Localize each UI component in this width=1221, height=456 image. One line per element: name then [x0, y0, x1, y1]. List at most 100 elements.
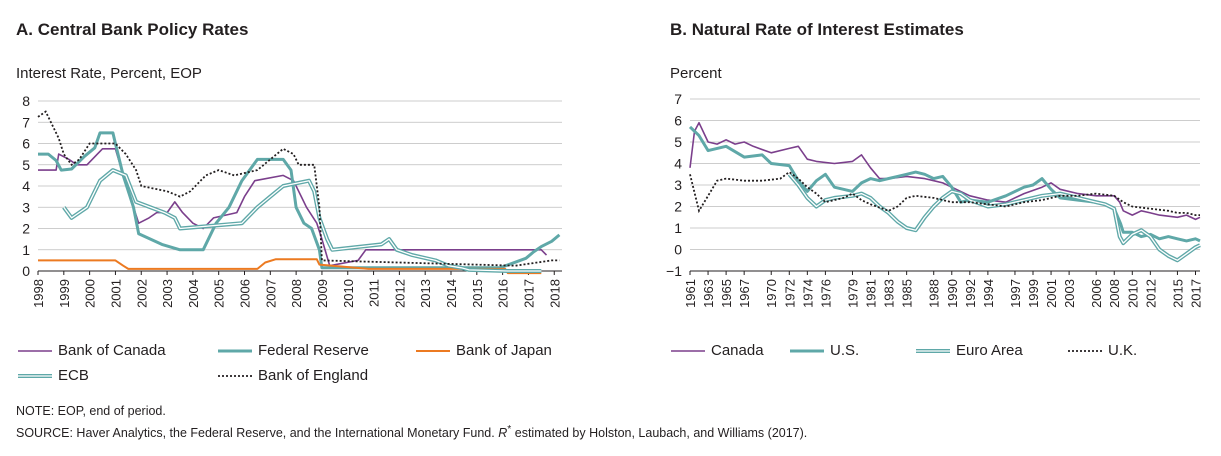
panel-b-x-tick-label: 1963 — [701, 279, 716, 308]
panel-b-x-tick-label: 1990 — [945, 279, 960, 308]
legend-label-ecb: ECB — [58, 367, 89, 384]
panel-a-unit-label: Interest Rate, Percent, EOP — [16, 65, 202, 82]
panel-b-x-tick-label: 1981 — [864, 279, 879, 308]
panel-b-x-tick-label: 1992 — [963, 279, 978, 308]
panel-a-x-tick-label: 2014 — [444, 279, 459, 308]
legend-item-uk: U.K. — [1068, 342, 1137, 359]
panel-b-x-tick-label: 1972 — [782, 279, 797, 308]
panel-a-x-tick-label: 2017 — [521, 279, 536, 308]
legend-swatch-federal-reserve — [218, 349, 252, 352]
panel-a-x-tick-label: 2006 — [238, 279, 253, 308]
legend-label-us: U.S. — [830, 342, 860, 359]
panel-a-series-bank-of-japan — [38, 258, 542, 275]
legend-item-canada: Canada — [671, 342, 764, 359]
panel-a-x-tick-label: 2012 — [392, 279, 407, 308]
panel-b-y-tick-label: 4 — [674, 156, 682, 172]
panel-a-x-tick-label: 2016 — [496, 279, 511, 308]
panel-a-series-ecb-inner — [63, 169, 542, 272]
panel-a-x-tick-label: 2015 — [470, 279, 485, 308]
legend-item-bank-of-england: Bank of England — [218, 367, 368, 384]
panel-a-y-tick-label: 0 — [22, 263, 30, 279]
panel-a-y-tick-label: 5 — [22, 157, 30, 173]
panel-a-x-tick-label: 2003 — [160, 279, 175, 308]
legend-swatch-uk — [1068, 349, 1102, 352]
legend-label-bank-of-canada: Bank of Canada — [58, 342, 166, 359]
legend-item-euro-area: Euro Area — [916, 342, 1023, 359]
legend-item-federal-reserve: Federal Reserve — [218, 342, 369, 359]
panel-b-x-tick-label: 1965 — [719, 279, 734, 308]
panel-b-y-tick-label: −1 — [666, 263, 682, 279]
panel-a-x-tick-label: 2008 — [289, 279, 304, 308]
legend-swatch-us — [790, 349, 824, 352]
panel-b-series-u-k — [689, 170, 1200, 217]
panel-a-x-tick-label: 2001 — [108, 279, 123, 308]
panel-b-series-euro-area-inner — [788, 173, 1201, 261]
panel-a-x-tick-label: 2005 — [212, 279, 227, 308]
panel-b-x-tick-label: 2012 — [1143, 279, 1158, 308]
panel-b-unit-label: Percent — [670, 65, 722, 82]
panel-b-x-tick-label: 1985 — [900, 279, 915, 308]
panel-b-x-tick-label: 1974 — [800, 279, 815, 308]
panel-a-x-tick-label: 2010 — [341, 279, 356, 308]
panel-b-x-tick-label: 2006 — [1089, 279, 1104, 308]
panel-b-y-tick-label: 1 — [674, 220, 682, 236]
legend-item-ecb: ECB — [18, 367, 89, 384]
panel-a-title: A. Central Bank Policy Rates — [16, 20, 249, 39]
panel-a-x-tick-label: 2009 — [315, 279, 330, 308]
panel-b-x-tick-label: 2017 — [1188, 279, 1203, 308]
panel-a-x-tick-label: 2007 — [263, 279, 278, 308]
panel-a-x-tick-label: 2011 — [367, 279, 382, 307]
panel-b-title: B. Natural Rate of Interest Estimates — [670, 20, 964, 39]
panel-b-x-tick-label: 1983 — [882, 279, 897, 308]
legend-item-us: U.S. — [790, 342, 859, 359]
panel-b-x-tick-label: 2015 — [1170, 279, 1185, 308]
panel-a-y-tick-label: 4 — [22, 178, 30, 194]
panel-b-x-tick-label: 1970 — [764, 279, 779, 308]
panel-a-x-tick-label: 2013 — [418, 279, 433, 308]
legend-swatch-euro-area — [916, 348, 950, 353]
panel-b-y-tick-label: 3 — [674, 177, 682, 193]
panel-a-series-bank-of-england — [37, 110, 560, 267]
legend-swatch-bank-of-england — [218, 374, 252, 377]
panel-b-x-tick-label: 1979 — [845, 279, 860, 308]
legend-item-bank-of-canada: Bank of Canada — [18, 342, 166, 359]
panel-b-y-tick-label: 7 — [674, 91, 682, 107]
panel-a-chart: 0 1 2 3 4 5 6 7 8 1998 1999 2000 2001 2002 2003 2004 200… — [22, 93, 562, 308]
legend-swatch-ecb — [18, 373, 52, 378]
panel-a-y-tick-label: 1 — [22, 242, 30, 258]
source-star: * — [507, 424, 512, 435]
panel-a-y-tick-label: 2 — [22, 221, 30, 237]
panel-b-x-tick-label: 1988 — [927, 279, 942, 308]
panel-b-y-tick-label: 0 — [674, 242, 682, 258]
panel-b-series-euro-area — [787, 173, 1201, 263]
panel-b-y-tick-label: 5 — [674, 134, 682, 150]
panel-b-x-tick-label: 1967 — [737, 279, 752, 308]
panel-b-series-canada — [689, 121, 1201, 221]
legend-swatch-bank-of-japan — [416, 349, 450, 352]
legend-item-bank-of-japan: Bank of Japan — [416, 342, 552, 359]
panel-b-x-tick-label: 2003 — [1062, 279, 1077, 308]
panel-b-x-tick-label: 2001 — [1044, 279, 1059, 308]
panel-a-y-tick-label: 3 — [22, 199, 30, 215]
panel-a-y-tick-label: 6 — [22, 136, 30, 152]
source-text: SOURCE: Haver Analytics, the Federal Res… — [16, 424, 807, 440]
panel-a-x-tick-label: 2000 — [83, 279, 98, 308]
legend-swatch-canada — [671, 349, 705, 352]
panel-a-y-tick-label: 8 — [22, 93, 30, 109]
legend-label-bank-of-japan: Bank of Japan — [456, 342, 552, 359]
panel-a-series-federal-reserve — [38, 131, 561, 270]
source-prefix: SOURCE: Haver Analytics, the Federal Res… — [16, 426, 499, 441]
panel-a-x-tick-label: 2004 — [186, 279, 201, 308]
legend-swatch-bank-of-canada — [18, 349, 52, 352]
panel-b-x-tick-label: 1994 — [981, 279, 996, 308]
legend-label-bank-of-england: Bank of England — [258, 367, 369, 384]
panel-b-x-tick-label: 1976 — [818, 279, 833, 308]
legend-label-federal-reserve: Federal Reserve — [258, 342, 369, 359]
panel-b-x-tick-label: 2010 — [1125, 279, 1140, 308]
panel-b-x-tick-label: 1997 — [1008, 279, 1023, 308]
source-r-symbol: R — [498, 426, 508, 441]
legend-label-uk: U.K. — [1108, 342, 1138, 359]
panel-a-y-tick-label: 7 — [22, 114, 30, 130]
panel-b-x-tick-label: 2008 — [1107, 279, 1122, 308]
panel-a-x-tick-label: 2002 — [134, 279, 149, 308]
